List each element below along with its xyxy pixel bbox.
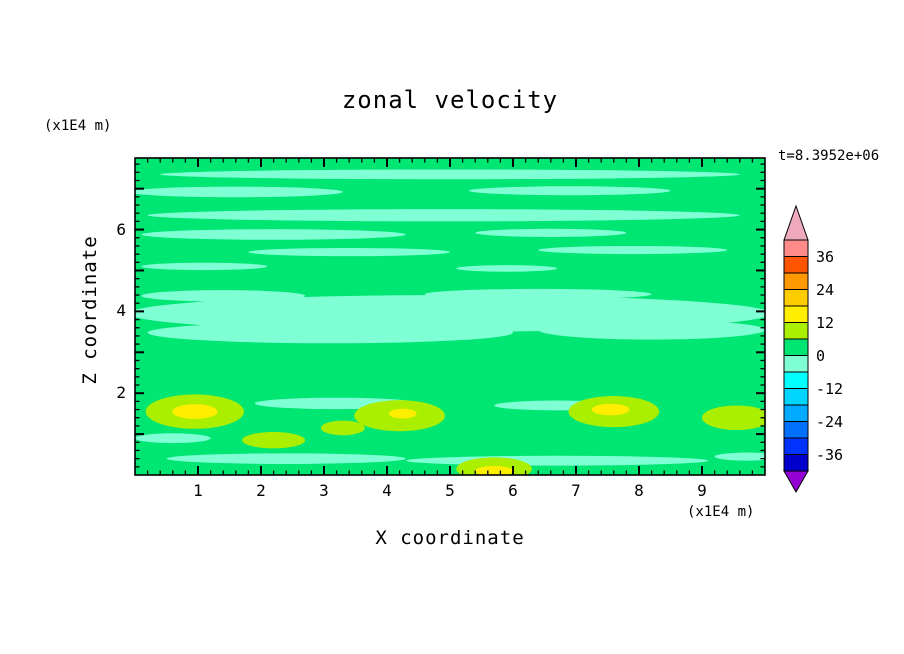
time-stamp-label: t=8.3952e+06 bbox=[778, 148, 880, 164]
x-tick-label: 6 bbox=[508, 481, 518, 500]
x-tick-label: 5 bbox=[445, 481, 455, 500]
colorbar-tick-label: 24 bbox=[816, 280, 835, 299]
axis-ticks bbox=[135, 158, 765, 475]
x-tick-label: 3 bbox=[319, 481, 329, 500]
colorbar-tick-label: -12 bbox=[816, 379, 844, 398]
x-axis-unit-label: (x1E4 m) bbox=[687, 504, 755, 520]
colorbar-tick-label: -24 bbox=[816, 412, 844, 431]
x-tick-label: 8 bbox=[634, 481, 644, 500]
contour-positive-blobs bbox=[145, 394, 765, 475]
y-axis-unit-label: (x1E4 m) bbox=[44, 118, 112, 134]
plot-title: zonal velocity bbox=[341, 86, 559, 114]
x-tick-label: 1 bbox=[193, 481, 203, 500]
y-tick-label: 6 bbox=[116, 219, 126, 239]
colorbar-arrow-top bbox=[783, 204, 809, 241]
colorbar-tick-label: 12 bbox=[816, 313, 835, 332]
x-tick-label: 4 bbox=[382, 481, 392, 500]
y-tick-label: 4 bbox=[116, 301, 126, 321]
contour-negative-streaks bbox=[135, 169, 765, 466]
contour-field bbox=[135, 158, 765, 475]
y-tick-label: 2 bbox=[116, 383, 126, 403]
colorbar-tick-label: 36 bbox=[816, 247, 835, 266]
x-tick-label: 7 bbox=[571, 481, 581, 500]
x-tick-label: 9 bbox=[697, 481, 707, 500]
x-tick-label: 2 bbox=[256, 481, 266, 500]
colorbar-tick-label: 0 bbox=[816, 346, 826, 365]
colorbar-tick-label: -36 bbox=[816, 445, 844, 464]
colorbar bbox=[783, 204, 809, 494]
x-axis-title: X coordinate bbox=[375, 527, 525, 549]
colorbar-arrow-bottom bbox=[783, 470, 809, 494]
contour-positive-cores bbox=[172, 403, 630, 475]
